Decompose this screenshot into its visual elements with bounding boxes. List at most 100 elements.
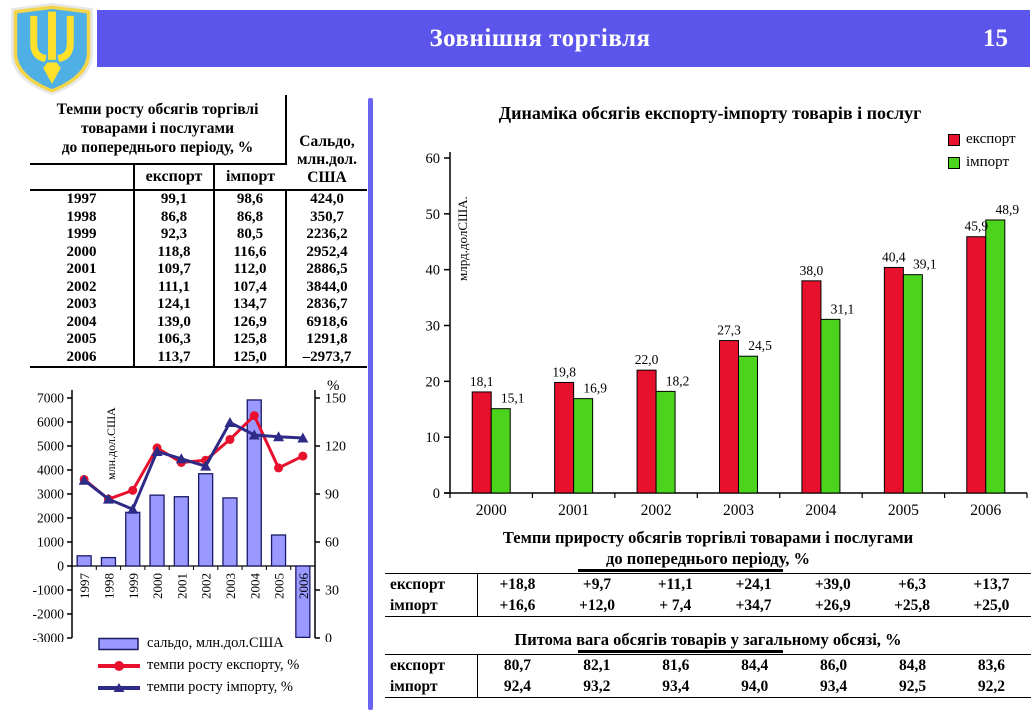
table-cell: +26,9 — [814, 596, 851, 614]
svg-text:7000: 7000 — [37, 391, 64, 406]
saldo-swatch-icon — [98, 637, 139, 650]
table-cell: 2004 — [66, 313, 97, 330]
import-column-header: імпорт — [213, 164, 286, 191]
saldo-bar — [173, 496, 190, 567]
growth-table-body: експорт +18,8 +9,7 +11,1 +24,1 +39,0 +6,3 +13,7… — [385, 573, 1031, 616]
svg-text:0: 0 — [57, 559, 64, 574]
svg-text:150: 150 — [325, 392, 346, 407]
bar-value-label: 18,1 — [470, 374, 494, 389]
table-row: 1998 86,8 86,8 350,7 — [30, 208, 367, 226]
table-cell: 106,3 — [133, 331, 214, 349]
table-cell: 1291,8 — [285, 331, 367, 349]
table-row: імпорт 92,4 93,2 93,4 94,0 93,4 92,5 92,2 — [385, 675, 1031, 697]
table-cell: 2886,5 — [285, 261, 367, 279]
table-cell: 1997 — [66, 191, 97, 207]
table-cell: +9,7 — [582, 575, 612, 593]
saldo-bar — [246, 399, 262, 567]
table-row: 2000 118,8 116,6 2952,4 — [30, 243, 367, 261]
table-row: імпорт +16,6 +12,0 + 7,4 +34,7 +26,9 +25,8 +25,… — [385, 594, 1031, 616]
svg-text:2005: 2005 — [888, 502, 919, 519]
table-cell: 424,0 — [285, 190, 367, 209]
svg-text:2002: 2002 — [199, 573, 214, 599]
table-row: 2006 113,7 125,0 –2973,7 — [30, 348, 367, 368]
svg-text:2000: 2000 — [150, 573, 165, 599]
saldo-bar — [295, 565, 311, 639]
table-cell: 109,7 — [133, 261, 214, 279]
right-chart-legend: експорт імпорт — [948, 131, 1016, 171]
svg-text:млрд.долСША.: млрд.долСША. — [455, 196, 470, 281]
growth-rate-table-panel: Темпи росту обсягів торгівлі товарами і … — [30, 95, 367, 368]
svg-text:4000: 4000 — [37, 463, 64, 478]
bar-value-label: 15,1 — [501, 391, 525, 406]
svg-text:1997: 1997 — [77, 573, 92, 600]
table-cell: 125,0 — [213, 348, 286, 368]
table-cell: +39,0 — [814, 575, 851, 593]
table-cell: 6918,6 — [285, 313, 367, 331]
share-table: експорт 80,7 82,1 81,6 84,4 86,0 84,8 83,6 імпор… — [385, 653, 1031, 698]
table-cell: 80,7 — [503, 656, 531, 674]
table-cell: 124,1 — [133, 296, 214, 314]
svg-text:2004: 2004 — [805, 502, 836, 519]
bar-value-label: 38,0 — [800, 263, 824, 278]
legend-item-export-line: темпи росту експорту, % — [98, 656, 299, 675]
bar-value-label: 39,1 — [913, 257, 937, 272]
svg-text:3000: 3000 — [37, 487, 64, 502]
svg-text:90: 90 — [325, 488, 339, 503]
export-column-header: експорт — [133, 164, 214, 191]
table-cell: +25,0 — [973, 596, 1010, 614]
table-row: експорт 80,7 82,1 81,6 84,4 86,0 84,8 83,6 — [385, 654, 1031, 676]
bar-value-label: 22,0 — [635, 352, 659, 367]
saldo-combo-chart: -3000 -2000 -1000 0 1000 2000 3000 4000 5000 6000… — [33, 380, 347, 643]
table-cell: 107,4 — [213, 278, 286, 296]
export-import-bar-chart: 0 10 20 30 40 50 60 млрд.долСША. 2000 18,1 15,1 200… — [426, 151, 1028, 519]
export-swatch-icon — [948, 133, 960, 146]
growth-table: експорт +18,8 +9,7 +11,1 +24,1 +39,0 +6,3 +13,7… — [385, 572, 1031, 617]
export-bar — [636, 369, 657, 494]
svg-text:%: % — [327, 380, 340, 394]
table-cell: 80,5 — [213, 226, 286, 244]
export-bar — [883, 266, 904, 494]
svg-text:30: 30 — [426, 319, 441, 335]
import-bar — [985, 219, 1006, 494]
saldo-bar — [197, 473, 214, 567]
table-cell: 98,6 — [213, 190, 286, 209]
table-cell: 93,4 — [820, 677, 848, 695]
table-cell: +34,7 — [735, 596, 772, 614]
svg-text:2002: 2002 — [641, 502, 672, 519]
table-cell: 86,0 — [820, 656, 848, 674]
table-cell: 2006 — [30, 348, 134, 368]
svg-text:-2000: -2000 — [33, 607, 65, 622]
svg-text:0: 0 — [325, 632, 332, 643]
table-cell: 93,2 — [583, 677, 611, 695]
import-line-swatch-icon — [98, 682, 140, 692]
svg-text:20: 20 — [426, 374, 441, 390]
table-row: 2004 139,0 126,9 6918,6 — [30, 313, 367, 331]
table-row: 2001 109,7 112,0 2886,5 — [30, 261, 367, 279]
svg-text:30: 30 — [325, 584, 339, 599]
table-cell: 84,4 — [741, 656, 769, 674]
table-cell: 92,4 — [503, 677, 531, 695]
bar-value-label: 24,5 — [748, 338, 772, 353]
table-row: 2003 124,1 134,7 2836,7 — [30, 296, 367, 314]
table-cell: 86,8 — [133, 208, 214, 226]
empty-header-cell — [30, 164, 134, 191]
svg-text:5000: 5000 — [37, 439, 64, 454]
table-cell: 2952,4 — [285, 243, 367, 261]
page-number: 15 — [983, 24, 1008, 52]
bar-value-label: 18,2 — [666, 373, 690, 388]
bar-value-label: 45,9 — [964, 219, 988, 234]
table-cell: 116,6 — [213, 243, 286, 261]
saldo-bar — [222, 497, 238, 567]
table-cell: 126,9 — [213, 313, 286, 331]
bar-value-label: 27,3 — [717, 323, 741, 338]
table-cell: 94,0 — [741, 677, 769, 695]
table-cell: 111,1 — [133, 278, 214, 296]
import-bar — [738, 355, 758, 494]
saldo-column-header: Сальдо, млн.дол. США — [286, 95, 367, 191]
saldo-bar — [270, 534, 287, 567]
table-row: 1999 92,3 80,5 2236,2 — [30, 226, 367, 244]
left-chart-legend: сальдо, млн.дол.США темпи росту експорту… — [98, 634, 299, 697]
svg-text:2001: 2001 — [174, 573, 189, 599]
bar-value-label: 48,9 — [995, 202, 1019, 217]
table-cell: 92,5 — [898, 677, 927, 695]
